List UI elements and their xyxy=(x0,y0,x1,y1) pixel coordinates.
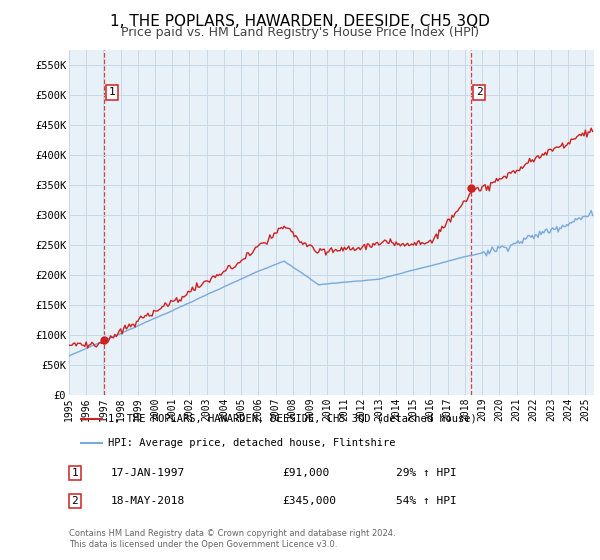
Text: 1: 1 xyxy=(71,468,79,478)
Text: 2: 2 xyxy=(71,496,79,506)
Text: 29% ↑ HPI: 29% ↑ HPI xyxy=(396,468,457,478)
Text: Contains HM Land Registry data © Crown copyright and database right 2024.: Contains HM Land Registry data © Crown c… xyxy=(69,529,395,538)
Text: 18-MAY-2018: 18-MAY-2018 xyxy=(111,496,185,506)
Text: 1, THE POPLARS, HAWARDEN, DEESIDE, CH5 3QD: 1, THE POPLARS, HAWARDEN, DEESIDE, CH5 3… xyxy=(110,14,490,29)
Text: 54% ↑ HPI: 54% ↑ HPI xyxy=(396,496,457,506)
Text: £91,000: £91,000 xyxy=(282,468,329,478)
Text: 1: 1 xyxy=(109,87,115,97)
Text: 2: 2 xyxy=(476,87,482,97)
Text: 1, THE POPLARS, HAWARDEN, DEESIDE, CH5 3QD (detached house): 1, THE POPLARS, HAWARDEN, DEESIDE, CH5 3… xyxy=(109,414,477,424)
Text: HPI: Average price, detached house, Flintshire: HPI: Average price, detached house, Flin… xyxy=(109,438,396,449)
Text: 17-JAN-1997: 17-JAN-1997 xyxy=(111,468,185,478)
Text: This data is licensed under the Open Government Licence v3.0.: This data is licensed under the Open Gov… xyxy=(69,540,337,549)
Text: Price paid vs. HM Land Registry's House Price Index (HPI): Price paid vs. HM Land Registry's House … xyxy=(121,26,479,39)
Text: £345,000: £345,000 xyxy=(282,496,336,506)
